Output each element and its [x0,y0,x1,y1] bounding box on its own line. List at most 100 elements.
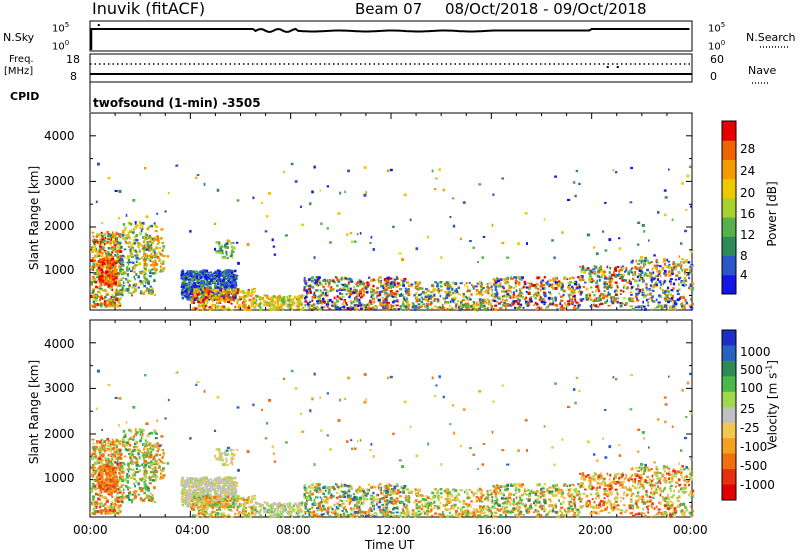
power-echo [154,230,158,233]
power-echo [144,238,147,241]
power-echo [532,294,536,298]
power-echo [296,307,300,310]
velocity-echo [105,509,108,513]
velocity-echo [125,448,129,452]
power-echo [485,289,489,293]
power-echo [346,277,349,281]
power-echo [128,280,132,282]
power-echo [106,238,110,241]
power-echo [603,290,606,293]
power-echo [625,287,628,290]
power-echo [437,287,440,291]
velocity-echo [188,485,192,488]
power-echo [406,289,409,292]
power-echo [672,282,676,286]
velocity-panel-frame [89,319,693,518]
power-echo [308,287,311,291]
velocity-echo [106,499,109,502]
velocity-echo [113,454,117,458]
power-echo [187,278,190,281]
power-echo [269,302,273,306]
power-echo [119,268,123,271]
power-echo [102,272,105,275]
power-echo [436,290,439,293]
power-echo [601,274,604,277]
power-echo [144,259,147,262]
power-echo [150,292,153,295]
power-echo [200,297,203,301]
velocity-echo [227,483,229,487]
power-echo [535,307,539,311]
power-echo [412,304,415,308]
power-echo [141,244,144,247]
power-echo [632,273,635,276]
power-echo [481,299,484,302]
velocity-echo [196,491,200,495]
velocity-echo [113,498,117,501]
velocity-echo [215,487,219,490]
velocity-echo [153,458,156,461]
power-echo [90,304,92,307]
power-echo [631,271,634,274]
power-echo [605,294,609,298]
velocity-echo [112,467,115,470]
velocity-echo [103,441,106,444]
power-echo [219,246,222,250]
power-echo [557,283,560,287]
power-echo [315,306,319,309]
power-echo [684,270,686,273]
velocity-echo [110,466,114,470]
power-echo [454,282,458,286]
power-echo [99,234,102,237]
velocity-echo [134,429,137,432]
power-echo [230,275,233,278]
power-echo [334,305,337,309]
power-echo [472,301,475,304]
power-echo [123,289,127,292]
velocity-echo [112,472,116,475]
power-echo [431,285,435,288]
power-echo [575,284,580,288]
power-echo [501,295,505,298]
power-echo [110,248,114,251]
power-echo [569,281,573,284]
power-echo [184,277,188,280]
power-echo [236,288,240,291]
velocity-echo [92,475,94,478]
power-echo [100,267,104,270]
power-echo [92,264,95,267]
power-echo [117,259,119,263]
power-echo [117,297,119,299]
power-echo [209,279,213,282]
power-echo [219,291,222,294]
velocity-echo [134,471,138,474]
velocity-echo [103,507,107,510]
power-echo [397,284,400,287]
power-echo [201,300,205,304]
power-echo [427,299,430,302]
power-echo [452,224,456,228]
velocity-echo [160,472,162,475]
power-echo [587,292,591,295]
velocity-echo [97,440,100,443]
power-echo [593,265,596,268]
power-echo [612,169,615,172]
power-echo [387,276,390,280]
power-echo [363,304,367,307]
power-echo [130,249,133,252]
power-echo [434,305,437,308]
power-echo [332,288,335,291]
power-echo [510,276,513,279]
power-echo [303,279,307,282]
power-echo [349,277,352,280]
power-echo [153,259,157,262]
power-echo [176,164,179,167]
power-echo [129,270,133,273]
power-echo [96,240,99,244]
velocity-echo [116,511,120,515]
velocity-echo [217,489,220,492]
velocity-echo [101,443,104,446]
power-echo [681,258,684,261]
power-echo [454,289,457,292]
velocity-echo [105,465,109,468]
